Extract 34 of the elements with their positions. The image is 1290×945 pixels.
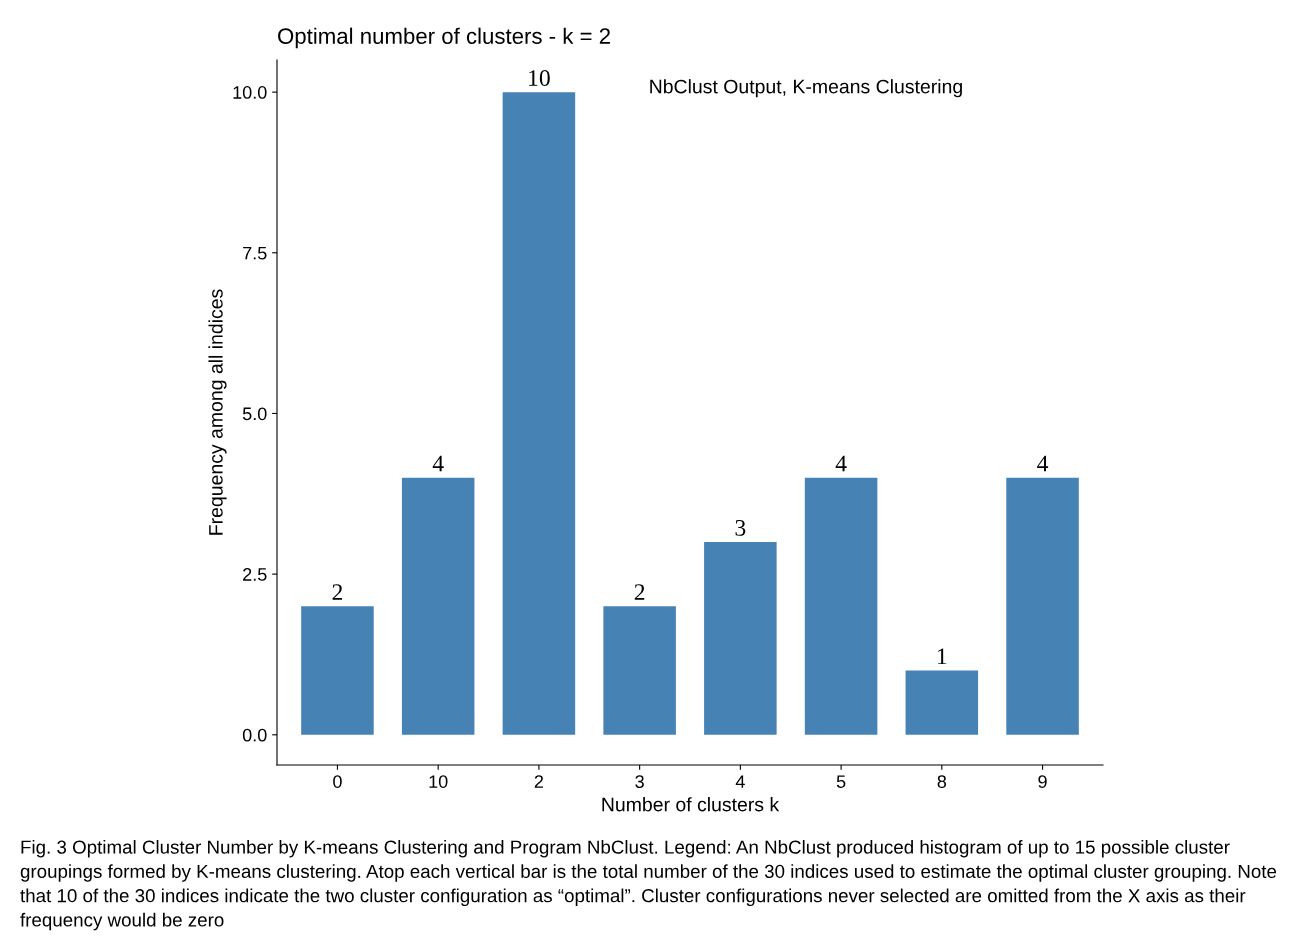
- y-axis-title: Frequency among all indices: [208, 289, 227, 535]
- bar: [1006, 477, 1079, 735]
- annotation: NbClust Output, K-means Clustering: [650, 79, 962, 98]
- data-label: 1: [938, 648, 947, 665]
- x-tick-label: 8: [937, 775, 947, 788]
- bar: [804, 477, 878, 735]
- x-tick-label: 9: [1038, 775, 1047, 788]
- x-tick-label: 4: [735, 775, 745, 788]
- bar: [704, 542, 777, 735]
- x-tick-label: 2: [534, 775, 544, 788]
- x-tick-label: 0: [333, 775, 342, 788]
- data-label: 4: [1037, 455, 1049, 472]
- data-label: 2: [634, 584, 645, 600]
- data-label: 10: [529, 70, 550, 86]
- bar: [401, 477, 475, 735]
- y-tick-label: 2.5: [243, 568, 267, 581]
- y-tick-label: 7.5: [243, 246, 267, 260]
- data-label: 4: [835, 455, 847, 472]
- x-axis-title: Number of clusters k: [602, 797, 780, 812]
- x-tick-label: 5: [836, 775, 846, 788]
- bar: [301, 606, 374, 735]
- y-tick-label: 5.0: [242, 407, 267, 421]
- data-label: 2: [332, 584, 343, 600]
- data-label: 4: [432, 455, 444, 472]
- x-tick-label: 3: [635, 775, 644, 788]
- bar: [603, 606, 676, 735]
- chart-title: Optimal number of clusters - k = 2: [278, 27, 610, 49]
- data-label: 3: [735, 519, 746, 536]
- bar: [905, 670, 979, 735]
- y-tick-label: 10.0: [233, 86, 267, 99]
- x-tick-label: 10: [429, 775, 448, 788]
- y-tick-label: 0.0: [242, 728, 267, 742]
- caption: Fig. 3 Optimal Cluster Number by K-means Clustering and Program NbClust. Legend: An NbClust produced histogram of up to 15 possible cluster groupings formed by K-means clustering. Atop each vertical bar is the total number of the 30 indices used to estimate the optimal cluster grouping. Note that 10 of the 30 indices indicate the two cluster configuration as “optimal”. Cluster configurations never selected are omitted from the X axis as their frequency would be zero: [20, 840, 1277, 931]
- bar: [502, 92, 576, 735]
